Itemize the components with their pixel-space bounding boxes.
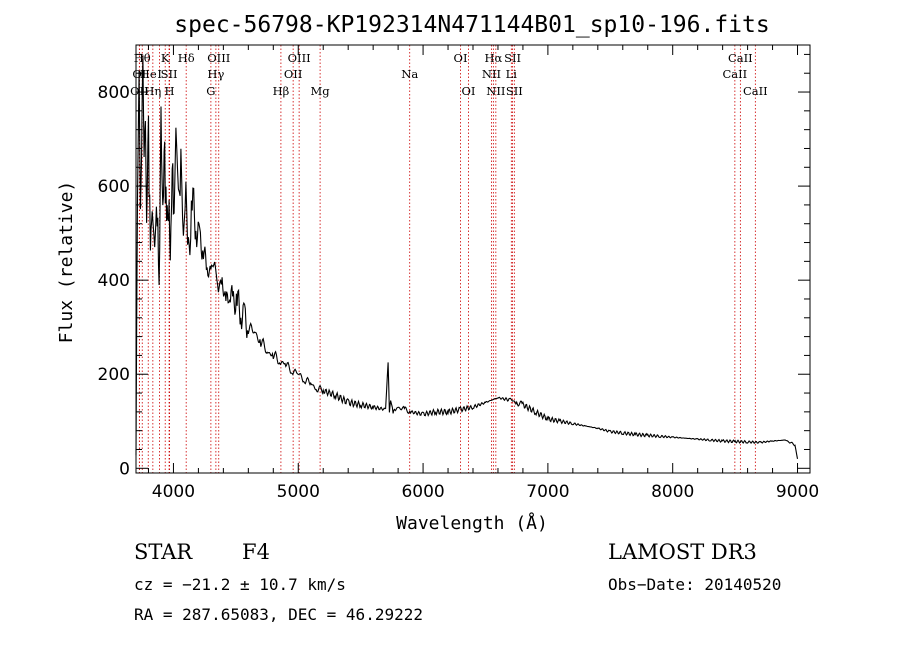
line-label: Mg <box>311 84 331 98</box>
x-tick-label: 9000 <box>776 482 819 502</box>
line-label: NII <box>482 67 501 81</box>
y-tick-label: 0 <box>119 459 130 479</box>
x-tick-label: 6000 <box>401 482 444 502</box>
line-label: K <box>161 51 170 65</box>
line-markers <box>138 45 756 473</box>
survey-name: LAMOST DR3 <box>608 540 757 564</box>
line-label: G <box>206 84 215 98</box>
chart-title: spec-56798-KP192314N471144B01_sp10-196.f… <box>174 12 769 38</box>
line-label: OI <box>462 84 476 98</box>
x-axis: 4000 5000 6000 7000 8000 9000 <box>147 45 819 502</box>
line-label: OII <box>284 67 303 81</box>
ra-dec-coordinates: RA = 287.65083, DEC = 46.29222 <box>134 605 423 624</box>
redshift-cz: cz = −21.2 ± 10.7 km/s <box>134 575 346 594</box>
y-tick-label: 200 <box>98 365 130 385</box>
line-label: Li <box>506 67 518 81</box>
line-label: CaII <box>722 67 747 81</box>
line-label: H <box>165 84 175 98</box>
spectrum-line <box>135 55 799 460</box>
line-label: Hη <box>144 84 161 98</box>
y-tick-label: 800 <box>98 83 130 103</box>
line-label: Na <box>401 67 418 81</box>
line-label: CaII <box>728 51 753 65</box>
line-label: SII <box>504 51 521 65</box>
y-tick-label: 400 <box>98 271 130 291</box>
line-label: I <box>157 67 162 81</box>
line-label: OIII <box>207 51 230 65</box>
x-tick-label: 4000 <box>152 482 195 502</box>
line-label: Hδ <box>178 51 195 65</box>
line-label: SII <box>161 67 178 81</box>
line-label: CaII <box>743 84 768 98</box>
line-labels: HθOIOIIHeHηIKHSIIHδGHγOIIIHβOIIOIIIMgNaO… <box>130 51 768 98</box>
x-tick-label: 8000 <box>651 482 694 502</box>
line-label: Hβ <box>273 84 290 98</box>
line-label: SII <box>506 84 523 98</box>
x-axis-label: Wavelength (Å) <box>396 512 548 534</box>
x-tick-label: 7000 <box>526 482 569 502</box>
y-axis: 0 200 400 600 800 <box>98 53 810 479</box>
line-label: He <box>140 67 157 81</box>
line-label: OIII <box>288 51 311 65</box>
line-label: Hγ <box>207 67 224 81</box>
line-label: Hα <box>484 51 502 65</box>
line-label: OI <box>454 51 468 65</box>
y-tick-label: 600 <box>98 177 130 197</box>
line-label: NII <box>486 84 505 98</box>
object-subclass: F4 <box>242 540 270 564</box>
x-tick-label: 5000 <box>277 482 320 502</box>
object-class: STAR <box>134 540 193 564</box>
y-axis-label: Flux (relative) <box>56 181 77 344</box>
observation-date: Obs−Date: 20140520 <box>608 575 781 594</box>
